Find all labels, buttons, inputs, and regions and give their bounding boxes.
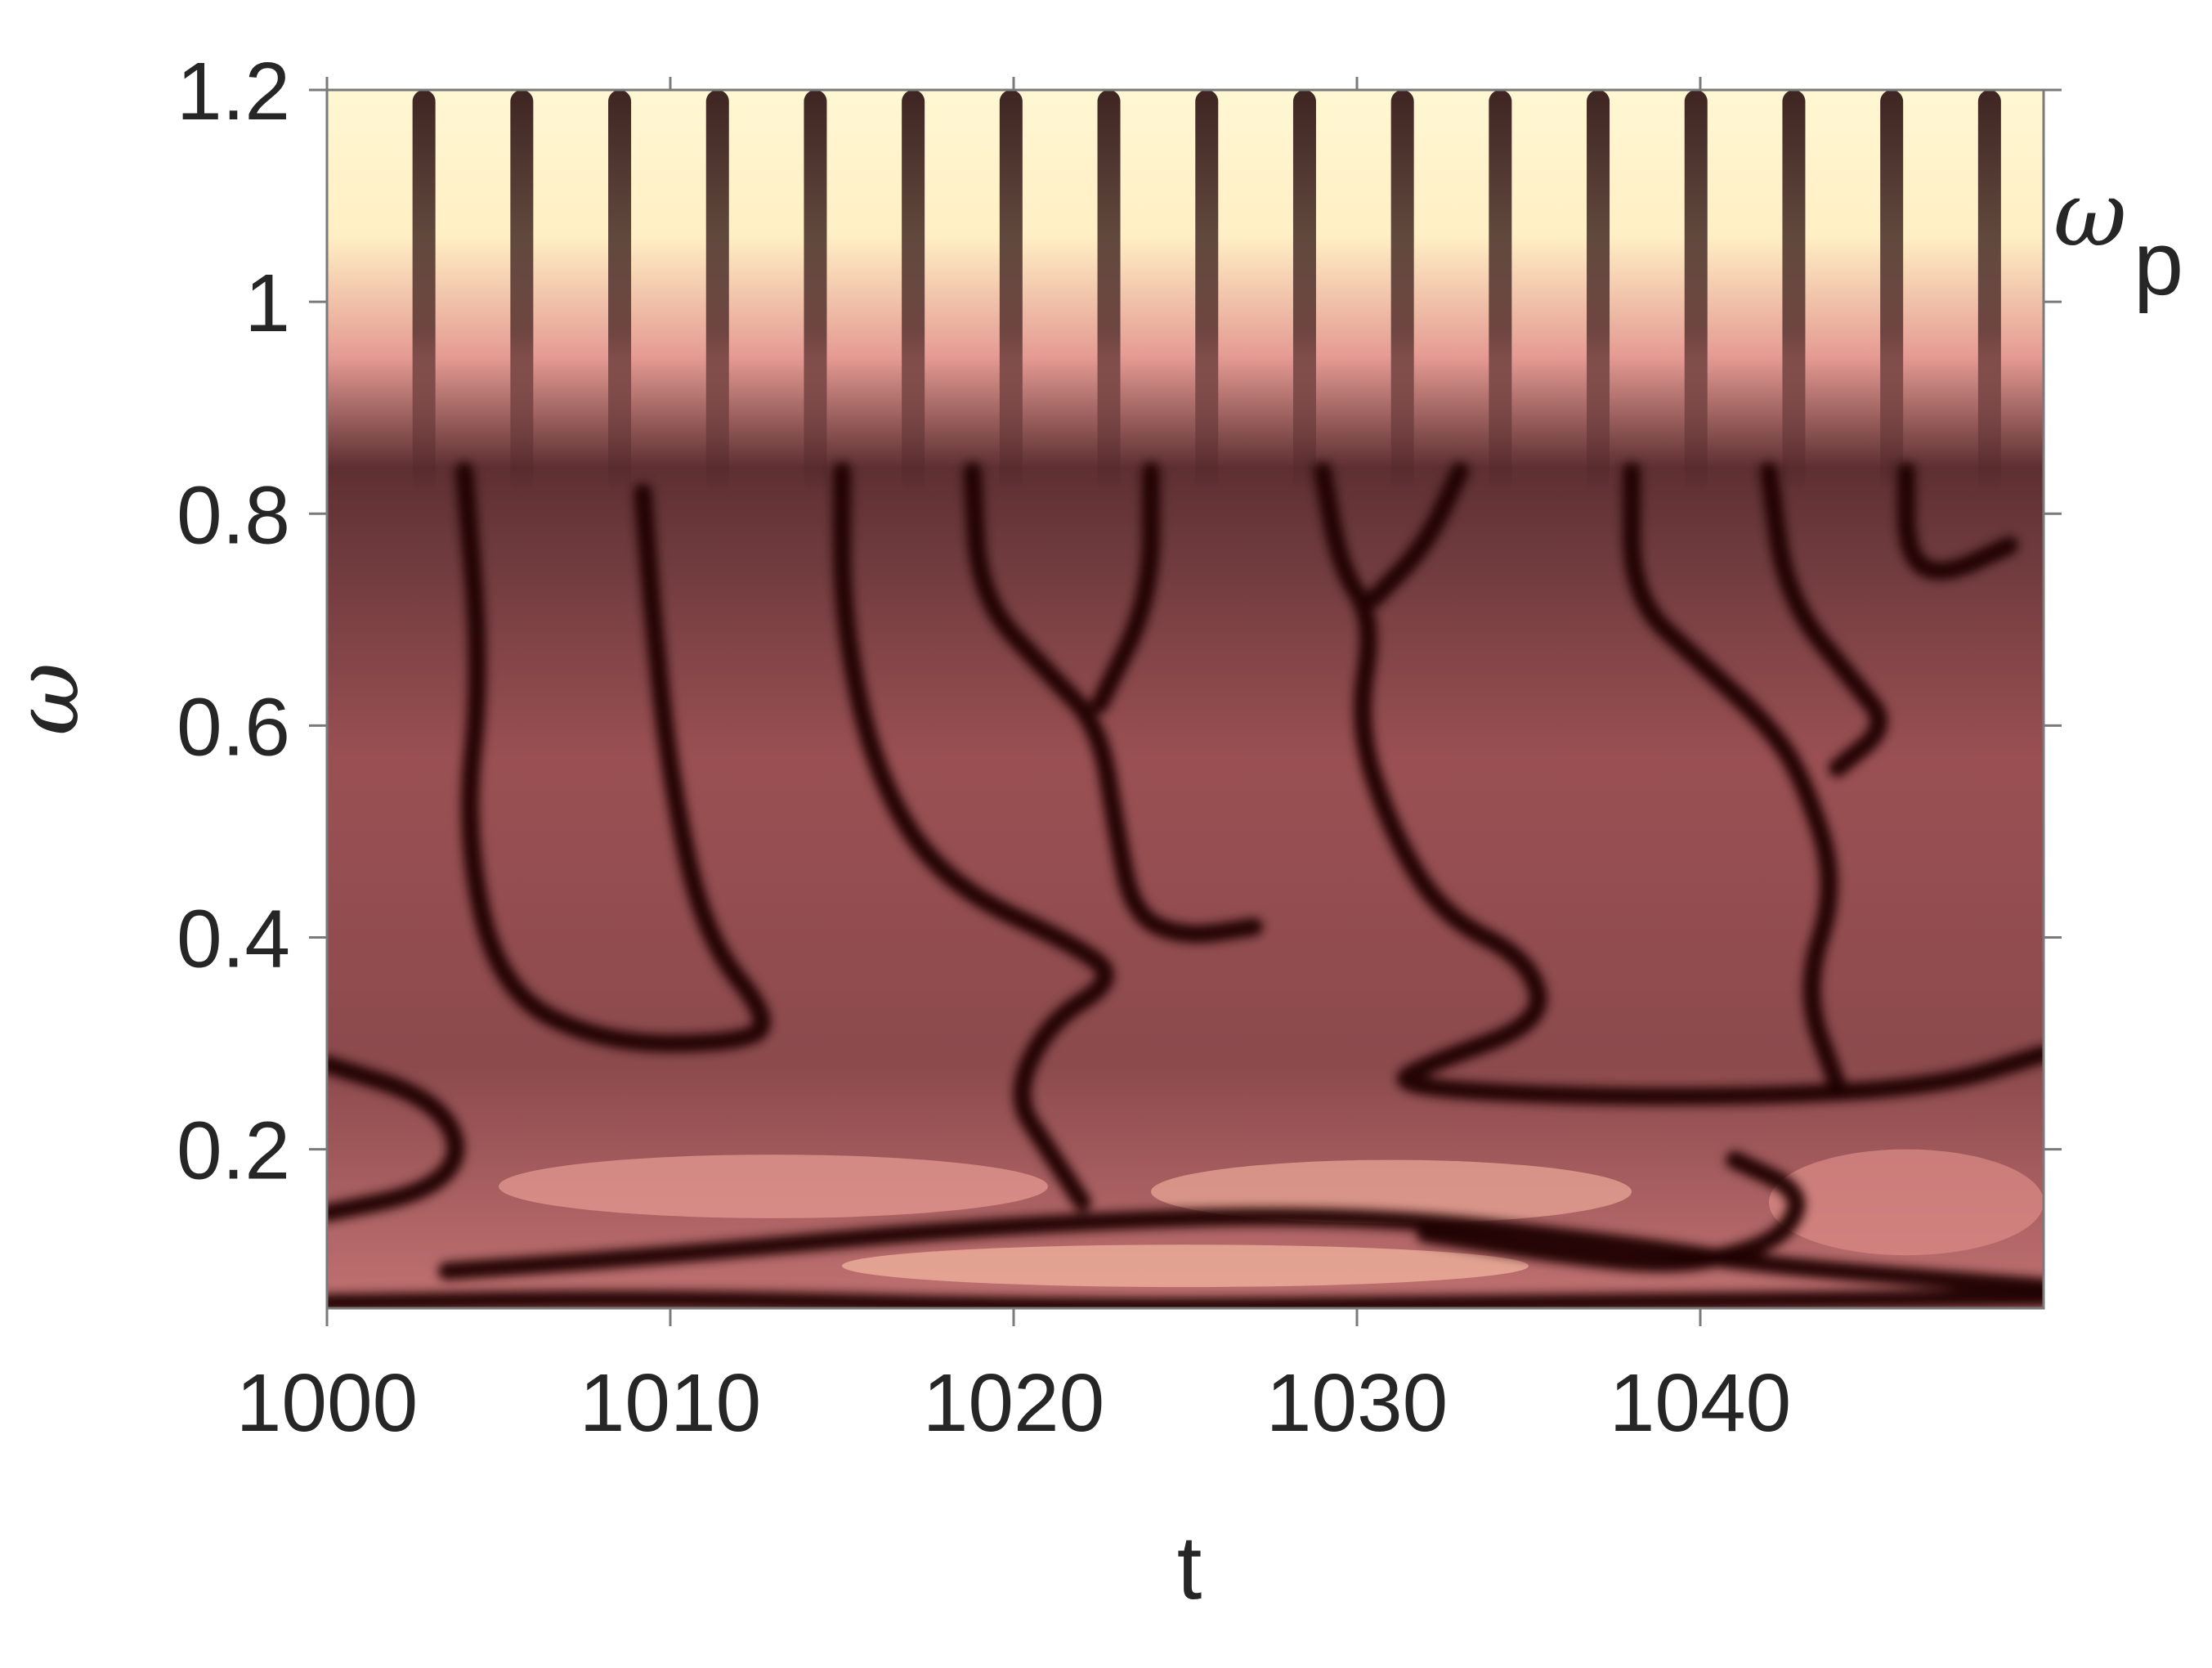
stripe-gap	[1684, 90, 1708, 493]
y-tick-label: 1.2	[177, 46, 290, 137]
dark-ridge	[327, 1056, 465, 1222]
dark-ridge	[1623, 462, 1847, 1095]
dark-ridge	[327, 1289, 2044, 1308]
y-tick-label: 0.6	[177, 681, 290, 773]
low-band-lobe	[842, 1244, 1529, 1288]
high-frequency-stripes	[412, 90, 2001, 493]
stripe-gap	[510, 90, 534, 493]
y-tick-label: 0.8	[177, 469, 290, 561]
stripe-gap	[705, 90, 729, 493]
plot-area	[327, 90, 2044, 1308]
x-tick-label: 1000	[236, 1357, 418, 1449]
dark-ridge	[1090, 462, 1161, 714]
omega-p-annotation: ω p	[2053, 162, 2183, 314]
low-band-lobe	[1769, 1149, 2044, 1256]
y-tick-label: 0.2	[177, 1105, 290, 1197]
y-axis-label: ω	[0, 662, 99, 736]
stripe-gap	[1880, 90, 1904, 493]
low-band-lobe	[1151, 1159, 1632, 1224]
stripe-gap	[902, 90, 925, 493]
y-axis: 0.2 0.4 0.6 0.8 1 1.2	[177, 46, 2062, 1197]
stripe-gap	[999, 90, 1023, 493]
x-tick-label: 1010	[580, 1357, 761, 1449]
stripe-gap	[1097, 90, 1121, 493]
dark-ridge	[832, 462, 1114, 1212]
low-frequency-band	[499, 1149, 2044, 1288]
x-tick-label: 1030	[1266, 1357, 1448, 1449]
stripe-gap	[1977, 90, 2001, 493]
dark-ridges	[327, 462, 2044, 1308]
plot-frame	[325, 88, 2045, 1310]
x-tick-label: 1020	[923, 1357, 1104, 1449]
dark-ridge	[1314, 462, 2044, 1105]
x-tick-label: 1040	[1610, 1357, 1791, 1449]
stripe-gap	[1489, 90, 1512, 493]
stripe-gap	[412, 90, 436, 493]
dark-ridge	[1417, 1150, 1806, 1272]
stripe-gap	[1782, 90, 1806, 493]
low-band-lobe	[499, 1155, 1048, 1218]
x-axis: 1000 1010 1020 1030 1040	[236, 77, 1791, 1449]
dark-ridge	[963, 462, 1263, 944]
stripe-gap	[608, 90, 632, 493]
dark-ridge	[1760, 462, 1888, 778]
y-tick-label: 0.4	[177, 894, 290, 985]
y-tick-label: 1	[244, 258, 290, 349]
stripe-gap	[1390, 90, 1414, 493]
dark-ridge	[455, 462, 771, 1053]
stripe-gap	[804, 90, 827, 493]
stripe-gap	[1195, 90, 1219, 493]
dark-ridge	[1897, 462, 2018, 581]
omega-p-symbol: ω	[2053, 162, 2127, 267]
stripe-gap	[1587, 90, 1610, 493]
dark-ridge	[1365, 462, 1469, 608]
omega-p-subscript: p	[2134, 213, 2183, 314]
x-axis-label: t	[1177, 1518, 1202, 1618]
stripe-gap	[1292, 90, 1316, 493]
